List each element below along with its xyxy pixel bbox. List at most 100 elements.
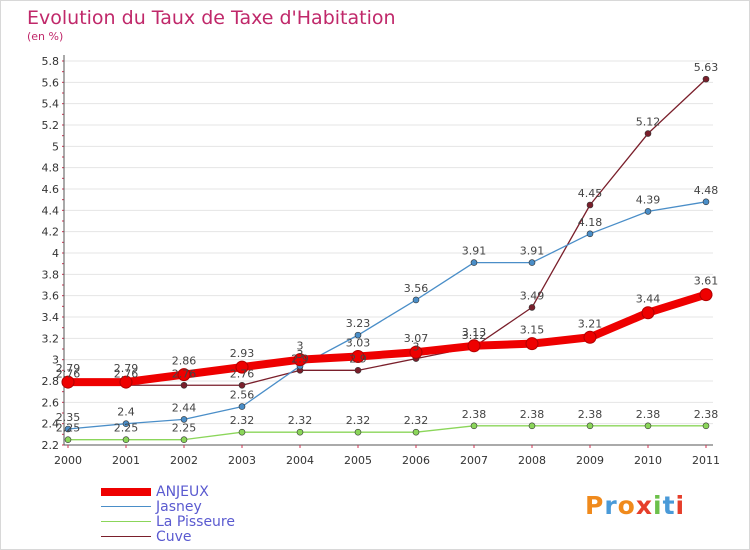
data-point-anjeux	[641, 306, 655, 320]
x-tick-label: 2009	[576, 454, 604, 467]
data-point-jasney	[586, 230, 594, 238]
data-label-anjeux: 3	[297, 340, 304, 353]
data-point-cuve	[586, 201, 594, 209]
logo-letter: P	[585, 491, 605, 520]
data-label-la-pisseure: 2.32	[404, 414, 429, 427]
data-label-jasney: 3	[297, 348, 304, 361]
logo-letter: x	[635, 491, 653, 520]
data-point-la-pisseure	[528, 422, 536, 430]
data-point-jasney	[470, 259, 478, 266]
data-point-cuve	[644, 130, 652, 137]
grid	[64, 60, 713, 446]
series	[61, 75, 713, 443]
data-point-jasney	[354, 331, 362, 339]
data-labels: 2.76 2.76 2.76 2.762.9 2.933.123.494.455.125…	[56, 61, 719, 435]
y-tick-label: 3.8	[42, 268, 60, 281]
y-tick-label: 3	[52, 354, 59, 367]
data-label-jasney: 4.18	[578, 216, 603, 229]
data-point-anjeux	[177, 368, 191, 382]
y-tick-label: 5.4	[42, 98, 60, 111]
y-tick-label: 2.8	[42, 375, 60, 388]
data-label-anjeux: 3.15	[520, 324, 545, 337]
legend-label: Jasney	[156, 499, 202, 515]
x-tick-label: 2004	[286, 454, 314, 467]
data-label-anjeux: 3.44	[636, 293, 661, 306]
y-tick-label: 2.2	[42, 439, 60, 452]
data-point-anjeux	[525, 337, 539, 351]
data-label-jasney: 2.56	[230, 389, 255, 402]
data-point-anjeux	[583, 330, 597, 344]
y-tick-label: 3.2	[42, 332, 60, 345]
data-label-anjeux: 2.79	[56, 362, 81, 375]
data-label-anjeux: 3.61	[694, 275, 719, 288]
data-point-la-pisseure	[180, 436, 188, 443]
y-tick-label: 5.8	[42, 55, 60, 68]
x-tick-label: 2002	[170, 454, 198, 467]
data-label-cuve: 5.12	[636, 116, 661, 129]
data-label-la-pisseure: 2.38	[694, 408, 719, 421]
data-label-anjeux: 3.07	[404, 332, 429, 345]
legend-swatch-cuve	[101, 536, 151, 537]
data-point-anjeux	[119, 375, 133, 389]
x-tick-label: 2003	[228, 454, 256, 467]
legend-label: ANJEUX	[156, 484, 209, 500]
legend-swatch-la-pisseure	[101, 521, 151, 522]
data-label-anjeux: 3.21	[578, 317, 603, 330]
series-line-cuve	[67, 78, 707, 386]
data-label-la-pisseure: 2.32	[230, 414, 255, 427]
x-tick-label: 2006	[402, 454, 430, 467]
data-point-la-pisseure	[238, 428, 246, 436]
data-point-jasney	[412, 296, 420, 304]
y-tick-label: 4.2	[42, 226, 60, 239]
logo-letter: r	[604, 491, 618, 520]
data-label-anjeux: 3.13	[462, 326, 487, 339]
data-label-cuve: 3	[413, 341, 420, 354]
data-point-cuve	[180, 381, 188, 389]
data-point-la-pisseure	[296, 428, 304, 436]
y-tick-label: 5.2	[42, 119, 60, 132]
data-point-anjeux	[409, 345, 423, 359]
data-label-cuve: 2.76	[114, 367, 139, 380]
data-label-cuve: 3.12	[462, 329, 487, 342]
data-label-la-pisseure: 2.38	[578, 408, 603, 421]
data-point-jasney	[702, 198, 710, 206]
data-label-jasney: 4.39	[636, 193, 661, 206]
data-point-la-pisseure	[470, 422, 478, 430]
data-label-cuve: 2.76	[172, 367, 197, 380]
data-point-la-pisseure	[354, 428, 362, 436]
y-tick-label: 4.8	[42, 162, 60, 175]
data-label-jasney: 3.91	[520, 245, 545, 258]
data-label-la-pisseure: 2.25	[56, 422, 81, 435]
data-label-anjeux: 2.86	[172, 355, 197, 368]
data-point-anjeux	[351, 349, 365, 363]
data-label-jasney: 4.48	[694, 184, 719, 197]
data-point-jasney	[644, 208, 652, 215]
data-point-la-pisseure	[702, 422, 710, 430]
data-point-cuve	[354, 367, 362, 374]
data-point-la-pisseure	[122, 436, 130, 443]
data-label-cuve: 2.76	[230, 367, 255, 380]
y-tick-label: 3.4	[42, 311, 60, 324]
data-label-la-pisseure: 2.32	[288, 414, 313, 427]
data-label-la-pisseure: 2.38	[636, 408, 661, 421]
data-label-cuve: 2.76	[56, 367, 81, 380]
data-label-anjeux: 2.79	[114, 362, 139, 375]
data-point-cuve	[238, 381, 246, 389]
data-point-anjeux	[235, 360, 249, 374]
series-line-jasney	[67, 201, 707, 430]
data-label-la-pisseure: 2.38	[462, 408, 487, 421]
legend-swatch-jasney	[101, 506, 151, 507]
data-label-anjeux: 2.93	[230, 347, 255, 360]
data-point-anjeux	[467, 339, 481, 353]
data-label-cuve: 5.63	[694, 61, 719, 74]
logo-letter: i	[653, 491, 663, 520]
data-label-jasney: 3.91	[462, 245, 487, 258]
data-label-cuve: 4.45	[578, 187, 603, 200]
data-point-la-pisseure	[586, 422, 594, 430]
y-tick-label: 4	[52, 247, 59, 260]
series-line-anjeux	[64, 290, 710, 387]
data-label-jasney: 2.4	[117, 406, 135, 419]
x-tick-label: 2000	[54, 454, 82, 467]
